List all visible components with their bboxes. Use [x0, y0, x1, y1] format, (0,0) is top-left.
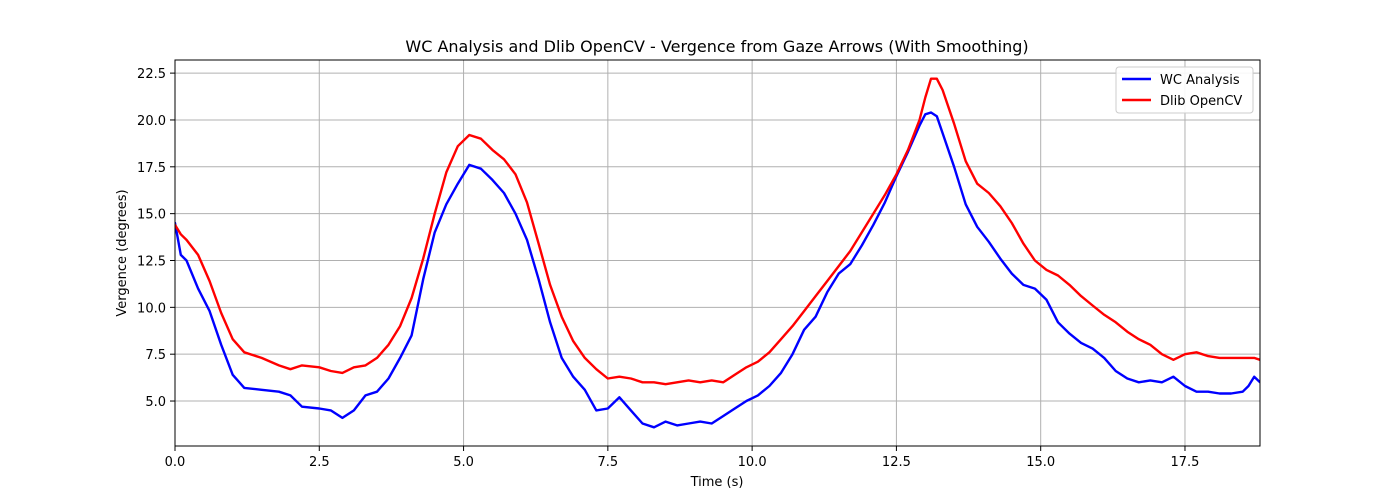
x-tick-label: 10.0	[738, 455, 767, 470]
series-line-dlib-opencv	[175, 77, 1260, 386]
x-tick-label: 17.5	[1170, 455, 1199, 470]
y-tick-label: 17.5	[137, 161, 166, 176]
x-tick-label: 5.0	[453, 455, 474, 470]
y-tick-label: 15.0	[137, 208, 166, 223]
y-tick-label: 7.5	[145, 348, 166, 363]
x-tick-label: 12.5	[882, 455, 911, 470]
x-axis-label: Time (s)	[690, 475, 744, 490]
legend-entry: Dlib OpenCV	[1160, 94, 1242, 109]
y-tick-label: 12.5	[137, 254, 166, 269]
x-tick-label: 2.5	[309, 455, 330, 470]
plot-frame	[174, 59, 1261, 447]
y-tick-label: 20.0	[137, 114, 166, 129]
x-tick-label: 0.0	[165, 455, 186, 470]
x-tick-label: 7.5	[598, 455, 619, 470]
grid	[174, 60, 1260, 446]
y-tick-label: 22.5	[137, 67, 166, 82]
y-axis-ticks: 5.0 7.5 10.0 12.5 15.0 17.5 20.0 22.5	[137, 67, 175, 410]
x-tick-label: 15.0	[1026, 455, 1055, 470]
series-line-wc-analysis	[175, 111, 1260, 429]
chart-title: WC Analysis and Dlib OpenCV - Vergence f…	[405, 37, 1028, 56]
series-layer	[175, 77, 1260, 429]
y-tick-label: 5.0	[145, 395, 166, 410]
legend: WC Analysis Dlib OpenCV	[1115, 66, 1254, 114]
y-axis-label: Vergence (degrees)	[115, 189, 130, 316]
y-tick-label: 10.0	[137, 301, 166, 316]
legend-entry: WC Analysis	[1160, 73, 1240, 88]
x-axis-ticks: 0.0 2.5 5.0 7.5 10.0 12.5 15.0 17.5	[165, 446, 1199, 470]
